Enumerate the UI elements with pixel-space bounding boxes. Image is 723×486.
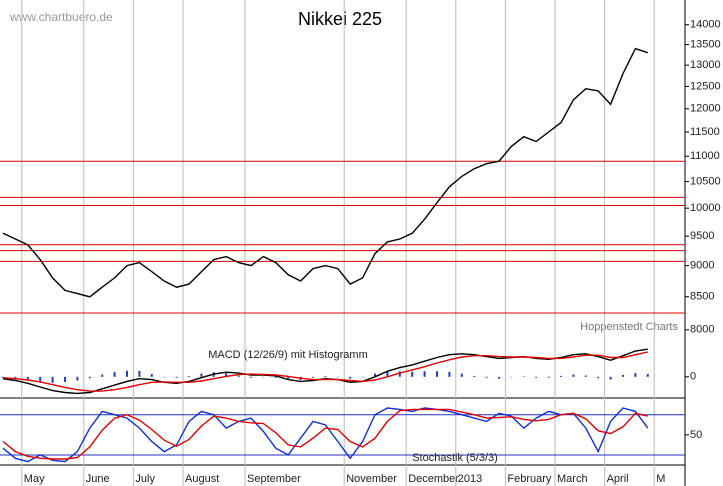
- panel-title: MACD (12/26/9) mit Histogramm: [208, 349, 368, 361]
- histogram-bar: [287, 376, 290, 381]
- histogram-bar: [26, 376, 29, 381]
- histogram-bar: [274, 376, 277, 378]
- series-line: [2, 408, 648, 460]
- histogram-bar: [312, 376, 314, 378]
- x-tick-label: February: [507, 473, 552, 485]
- watermark: www.chartbuero.de: [9, 10, 113, 24]
- x-tick-label: May: [24, 473, 45, 485]
- histogram-bar: [535, 376, 538, 378]
- histogram-bar: [361, 376, 364, 378]
- histogram-bar: [175, 376, 178, 378]
- histogram-bar: [436, 371, 438, 377]
- histogram-bar: [522, 376, 525, 377]
- y-tick-label: 11000: [690, 150, 720, 162]
- histogram-bar: [51, 376, 54, 383]
- histogram-bar: [460, 373, 463, 377]
- histogram-bar: [262, 376, 265, 378]
- histogram-bar: [485, 376, 488, 378]
- histogram-bar: [423, 371, 426, 377]
- x-tick-label: 2013: [458, 473, 482, 485]
- histogram-bar: [188, 376, 190, 377]
- histogram-bar: [336, 376, 339, 378]
- y-tick-label: 14000: [690, 19, 721, 31]
- panel-title: Stochastik (5/3/3): [412, 452, 498, 464]
- y-tick-label: 13500: [690, 38, 721, 50]
- annotation: Hoppenstedt Charts: [580, 321, 678, 333]
- plot-background: [0, 0, 685, 465]
- y-tick-label: 9500: [690, 230, 714, 242]
- y-tick-label: 12500: [690, 80, 721, 92]
- histogram-bar: [448, 371, 451, 377]
- histogram-bar: [101, 374, 104, 377]
- histogram-bar: [237, 375, 240, 377]
- histogram-bar: [138, 370, 141, 377]
- x-tick-label: September: [247, 473, 301, 485]
- x-tick-label: December: [408, 473, 459, 485]
- histogram-bar: [634, 373, 637, 377]
- y-tick-label: 8000: [690, 324, 714, 336]
- y-tick-label: 10500: [690, 175, 721, 187]
- histogram-bar: [324, 375, 327, 377]
- histogram-bar: [584, 375, 587, 377]
- x-tick-label: July: [135, 473, 155, 485]
- x-tick-label: April: [607, 473, 629, 485]
- x-tick-label: March: [557, 473, 588, 485]
- series-line: [2, 407, 649, 463]
- histogram-bar: [150, 374, 153, 377]
- histogram-bar: [510, 376, 513, 378]
- y-tick-label: 0: [690, 371, 696, 383]
- histogram-bar: [64, 376, 66, 382]
- histogram-bar: [572, 374, 575, 377]
- y-tick-label: 12000: [690, 103, 721, 115]
- histogram-bar: [609, 376, 612, 380]
- histogram-bar: [547, 376, 550, 378]
- histogram-bar: [597, 376, 600, 379]
- histogram-bar: [646, 374, 649, 377]
- histogram-bar: [349, 376, 352, 379]
- histogram-bar: [374, 373, 376, 377]
- histogram-bar: [39, 376, 42, 382]
- histogram-bar: [126, 370, 128, 377]
- x-tick-label: June: [86, 473, 110, 485]
- histogram-bar: [411, 371, 414, 377]
- histogram-bar: [560, 375, 562, 377]
- x-tick-label: M: [656, 473, 665, 485]
- series-line: [2, 351, 648, 392]
- y-tick-label: 13000: [690, 59, 721, 71]
- y-tick-label: 10000: [690, 202, 721, 214]
- y-tick-label: 9000: [690, 260, 714, 272]
- histogram-bar: [250, 376, 252, 378]
- histogram-bar: [398, 371, 401, 377]
- histogram-bar: [88, 376, 91, 379]
- histogram-bar: [2, 376, 4, 378]
- series-line: [2, 47, 649, 298]
- histogram-bar: [386, 371, 389, 377]
- histogram-bar: [163, 376, 166, 378]
- y-tick-label: 50: [690, 429, 702, 441]
- series-line: [2, 348, 648, 395]
- y-tick-label: 11500: [690, 126, 720, 138]
- histogram-bar: [14, 376, 17, 379]
- histogram-bar: [225, 372, 228, 377]
- histogram-bar: [200, 373, 203, 377]
- x-tick-label: November: [346, 473, 397, 485]
- histogram-bar: [622, 374, 624, 377]
- histogram-bar: [473, 375, 476, 377]
- x-tick-label: August: [185, 473, 219, 485]
- y-tick-label: 8500: [690, 291, 714, 303]
- histogram-bar: [113, 372, 116, 377]
- histogram-bar: [498, 376, 500, 379]
- chart-title: Nikkei 225: [298, 9, 382, 29]
- histogram-bar: [76, 376, 79, 381]
